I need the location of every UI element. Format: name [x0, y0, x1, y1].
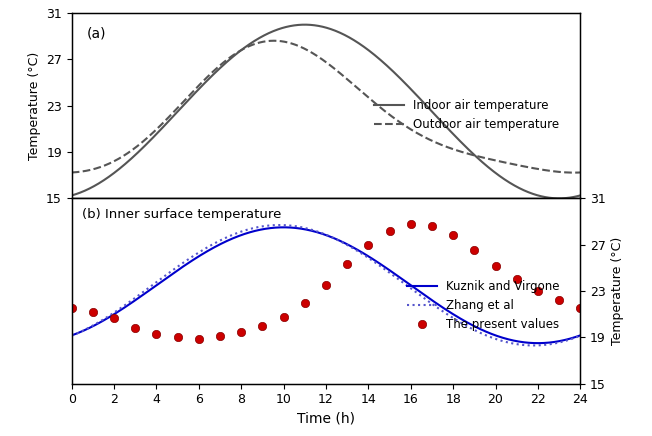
- The present values: [68, 306, 76, 311]
- Outdoor air temperature: [120, 153, 128, 158]
- Kuznik and Virgone: [292, 225, 300, 231]
- Outdoor air temperature: [465, 151, 473, 157]
- Indoor air temperature: [68, 193, 76, 198]
- Zhang et al: [465, 324, 473, 330]
- Outdoor air temperature: [274, 38, 282, 44]
- Indoor air temperature: [273, 27, 281, 32]
- Kuznik and Virgone: [417, 290, 425, 296]
- The present values: [534, 289, 542, 294]
- Outdoor air temperature: [576, 170, 584, 175]
- The present values: [258, 323, 266, 328]
- The present values: [301, 300, 308, 305]
- Text: (b) Inner surface temperature: (b) Inner surface temperature: [82, 208, 281, 221]
- The present values: [153, 331, 160, 337]
- Kuznik and Virgone: [576, 333, 584, 338]
- Legend: Kuznik and Virgone, Zhang et al, The present values: Kuznik and Virgone, Zhang et al, The pre…: [402, 276, 564, 336]
- The present values: [195, 336, 203, 341]
- The present values: [322, 283, 330, 288]
- Line: Kuznik and Virgone: Kuznik and Virgone: [72, 227, 580, 343]
- Zhang et al: [292, 224, 300, 229]
- Indoor air temperature: [417, 98, 425, 103]
- Zhang et al: [529, 343, 537, 348]
- Kuznik and Virgone: [474, 325, 482, 330]
- The present values: [512, 277, 520, 282]
- Legend: Indoor air temperature, Outdoor air temperature: Indoor air temperature, Outdoor air temp…: [370, 94, 564, 136]
- Indoor air temperature: [301, 22, 309, 27]
- Indoor air temperature: [292, 23, 300, 28]
- Kuznik and Virgone: [280, 225, 288, 230]
- Outdoor air temperature: [292, 42, 300, 48]
- Zhang et al: [576, 333, 584, 338]
- Y-axis label: Temperature (°C): Temperature (°C): [612, 237, 625, 345]
- Indoor air temperature: [576, 193, 584, 198]
- Indoor air temperature: [555, 196, 563, 201]
- The present values: [131, 325, 140, 330]
- The present values: [428, 224, 436, 229]
- Outdoor air temperature: [68, 170, 76, 175]
- The present values: [492, 263, 499, 268]
- Line: The present values: The present values: [68, 220, 584, 343]
- Kuznik and Virgone: [534, 341, 542, 346]
- The present values: [576, 306, 584, 311]
- The present values: [280, 314, 288, 319]
- Kuznik and Virgone: [465, 320, 473, 326]
- Indoor air temperature: [465, 147, 473, 152]
- The present values: [364, 242, 372, 247]
- The present values: [216, 334, 224, 339]
- X-axis label: Time (h): Time (h): [297, 412, 355, 426]
- The present values: [110, 315, 118, 320]
- Outdoor air temperature: [417, 133, 425, 138]
- Zhang et al: [276, 222, 284, 228]
- Indoor air temperature: [120, 163, 128, 168]
- The present values: [449, 233, 457, 238]
- Text: (a): (a): [87, 26, 106, 40]
- The present values: [407, 221, 415, 226]
- Outdoor air temperature: [570, 170, 578, 175]
- The present values: [89, 309, 96, 314]
- Kuznik and Virgone: [68, 333, 76, 338]
- Outdoor air temperature: [474, 154, 482, 159]
- The present values: [173, 335, 181, 340]
- Line: Indoor air temperature: Indoor air temperature: [72, 25, 580, 198]
- Indoor air temperature: [474, 156, 482, 161]
- The present values: [237, 329, 245, 334]
- Zhang et al: [417, 294, 425, 299]
- Zhang et al: [273, 222, 281, 228]
- The present values: [555, 298, 563, 303]
- The present values: [343, 262, 351, 267]
- The present values: [470, 248, 478, 253]
- Zhang et al: [474, 329, 482, 334]
- Zhang et al: [68, 333, 76, 338]
- Y-axis label: Temperature (°C): Temperature (°C): [27, 51, 40, 160]
- Outdoor air temperature: [270, 38, 278, 43]
- Line: Outdoor air temperature: Outdoor air temperature: [72, 41, 580, 173]
- Zhang et al: [120, 303, 128, 309]
- The present values: [385, 228, 393, 233]
- Line: Zhang et al: Zhang et al: [72, 225, 580, 345]
- Kuznik and Virgone: [120, 306, 128, 311]
- Kuznik and Virgone: [273, 225, 281, 230]
